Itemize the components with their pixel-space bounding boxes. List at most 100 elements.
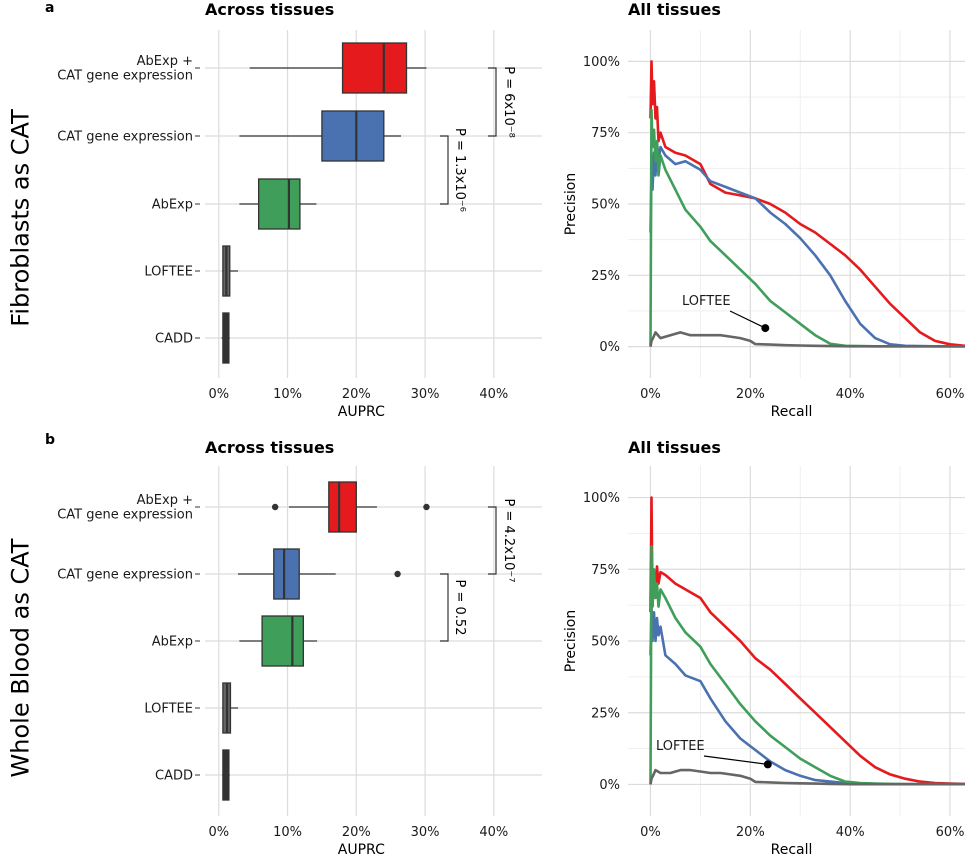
pvalue-label: P = 1.3x10⁻⁶ [452,128,467,212]
box-abexp [239,178,317,230]
x-tick-label: 0% [208,387,229,402]
outlier-point [394,570,401,578]
annotation-label: LOFTEE [656,739,705,754]
y-axis-label: Precision [563,173,579,235]
annotation-point [761,324,770,333]
annotation-point [763,760,772,769]
x-tick-label: 30% [411,825,440,840]
pr-curve-plot-b: 0% 20% 40% 60% 0% 25% 50% 75% 100% Recall Precisio… [563,466,965,856]
bracket-line [488,506,497,575]
box-title-b: Across tissues [205,438,334,457]
y-tick-label: 0% [599,778,620,793]
pvalue-label-group: P = 6x10⁻⁸ [501,66,516,138]
category-label: LOFTEE [144,702,193,717]
bracket-line [440,135,449,205]
row-label-b: Whole Blood as CAT [6,538,34,777]
comparison-bracket: P = 6x10⁻⁸ [488,66,516,138]
x-tick-label: 20% [736,825,765,840]
y-tick-label: 100% [583,55,620,70]
x-tick-label: 0% [640,825,661,840]
x-tick-label: 0% [640,387,661,402]
box-iqr [273,548,300,600]
x-axis-label: Recall [771,404,813,420]
pvalue-label-group: P = 1.3x10⁻⁶ [452,128,467,212]
row-label-a-group: Fibroblasts as CAT [6,109,34,327]
box-loftee [222,245,239,297]
pr-title-a: All tissues [628,0,721,19]
x-axis-label: AUPRC [338,404,385,420]
boxplot-b: 0% 10% 20% 30% 40% AUPRC AbExp + CAT gene expre… [57,466,542,856]
panel-letter-b: b [45,432,55,448]
category-label: CAT gene expression [57,568,193,583]
x-tick-label: 20% [342,825,371,840]
box-cadd [222,749,230,801]
pr-curve-plot-a: 0% 20% 40% 60% 0% 25% 50% 75% 100% Recall Precisio… [563,30,965,420]
pvalue-label-group: P = 0.52 [452,580,467,636]
x-tick-label: 60% [936,825,965,840]
pvalue-label: P = 4.2x10⁻⁷ [501,499,516,583]
y-tick-label: 75% [591,563,620,578]
x-tick-label: 40% [479,825,508,840]
box-iqr [261,615,304,667]
box-cat [239,110,402,162]
x-tick-label: 10% [273,825,302,840]
box-iqr [341,42,408,94]
box-iqr [257,178,301,230]
category-label: CADD [155,332,193,347]
bracket-line [488,67,497,137]
box-abexp_cat [249,42,427,94]
box-title-a: Across tissues [205,0,334,19]
comparison-bracket: P = 0.52 [440,573,467,642]
annotation-leader-line [703,755,768,765]
y-tick-label: 25% [591,269,620,284]
annotation-leader-line [729,310,766,329]
pr-title-b: All tissues [628,438,721,457]
x-tick-label: 40% [836,387,865,402]
category-label: CADD [155,769,193,784]
pr-curve-abexp_cat [649,60,965,348]
y-tick-label: 50% [591,198,620,213]
annotation-label: LOFTEE [682,294,731,309]
box-abexp_cat [271,481,430,533]
pvalue-label: P = 6x10⁻⁸ [501,66,516,138]
pr-curve-loftee [649,768,965,786]
pr-curve-abexp_cat [649,496,965,786]
category-label: AbExp [152,198,193,213]
comparison-bracket: P = 4.2x10⁻⁷ [488,499,516,583]
x-tick-label: 10% [273,387,302,402]
x-tick-label: 40% [836,825,865,840]
y-tick-label: 75% [591,126,620,141]
y-tick-label: 0% [599,340,620,355]
bracket-line [440,573,449,642]
x-tick-label: 40% [479,387,508,402]
row-label-b-group: Whole Blood as CAT [6,538,34,777]
pvalue-label-group: P = 4.2x10⁻⁷ [501,499,516,583]
category-label: LOFTEE [144,265,193,280]
curves-group [649,496,965,786]
pvalue-label: P = 0.52 [452,580,467,636]
x-axis-label: Recall [771,842,813,856]
box-loftee [222,682,239,734]
category-label: AbExp + CAT gene expression [57,54,193,84]
outlier-point [271,503,279,511]
outlier-point [423,503,430,511]
x-tick-label: 20% [342,387,371,402]
box-cadd [221,312,230,364]
category-label: CAT gene expression [57,130,193,145]
y-axis-label-group: Precision [563,610,579,672]
box-iqr [321,110,385,162]
comparison-bracket: P = 1.3x10⁻⁶ [440,128,467,212]
y-axis-label: Precision [563,610,579,672]
pr-curve-loftee [649,331,965,348]
curves-group [649,60,965,348]
category-label: AbExp + CAT gene expression [57,493,193,523]
x-tick-label: 60% [936,387,965,402]
x-axis-label: AUPRC [338,842,385,856]
y-tick-label: 25% [591,706,620,721]
box-abexp [239,615,318,667]
panel-letter-a: a [45,0,54,16]
y-tick-label: 50% [591,635,620,650]
row-label-a: Fibroblasts as CAT [6,109,34,327]
boxplot-a: 0% 10% 20% 30% 40% AUPRC AbExp + CAT gene expre… [57,30,542,420]
